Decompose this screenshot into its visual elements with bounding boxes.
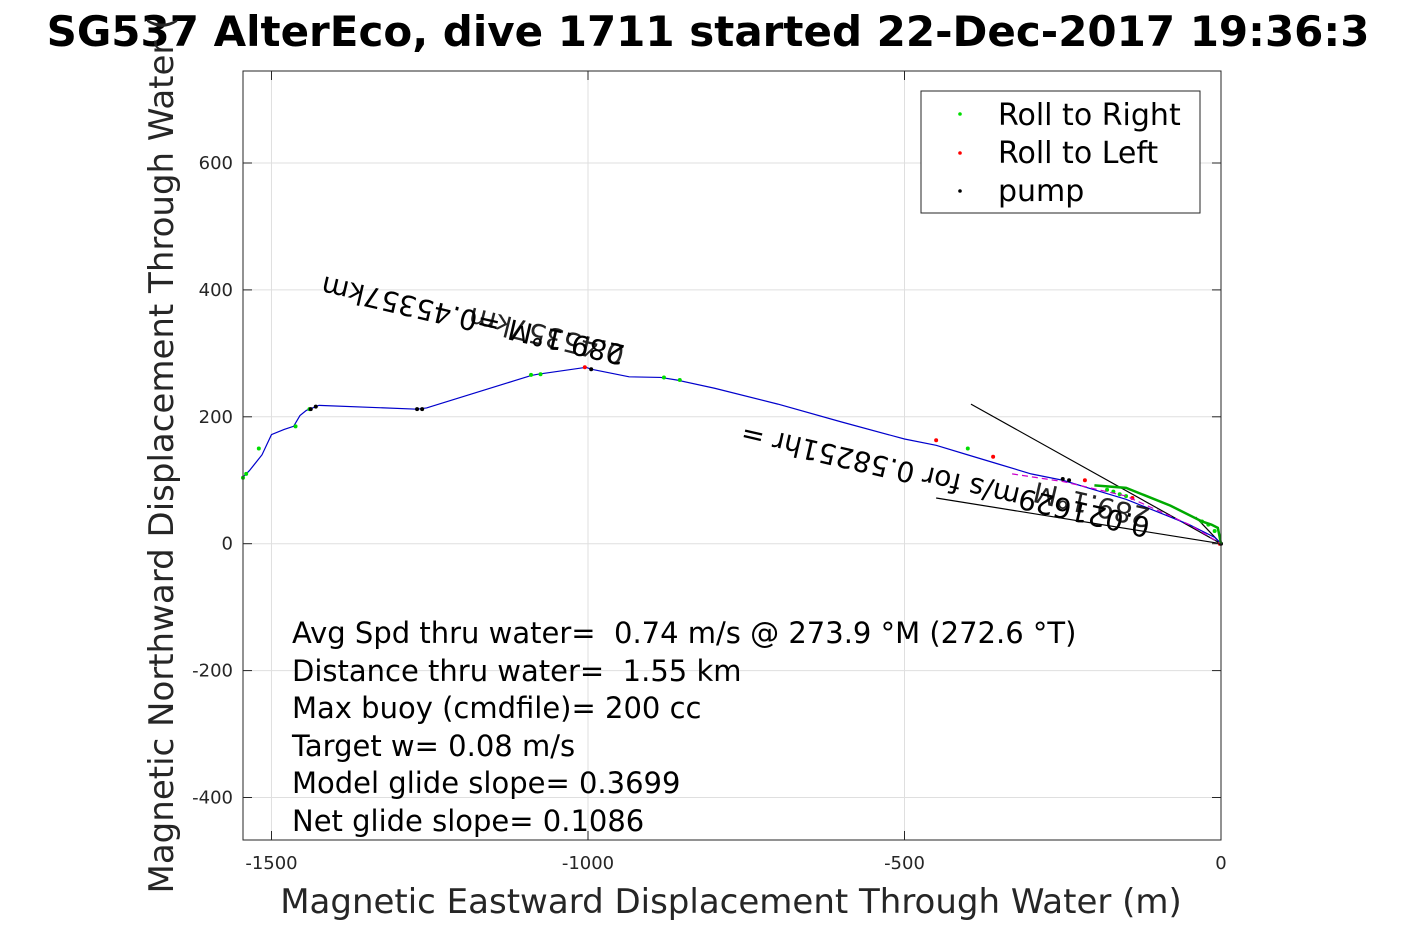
pump-point [1060,476,1065,481]
y-tick-label: -200 [192,661,233,682]
annotation-model-glide: Model glide slope= 0.3699 [292,766,680,800]
roll-to-right-point [661,375,666,380]
annotation-distance: Distance thru water= 1.55 km [292,654,742,688]
roll-to-right-point [538,372,543,377]
annotation-net-glide: Net glide slope= 0.1086 [292,804,644,838]
x-tick-label: -1000 [562,853,614,874]
legend-marker-roll-left [958,151,962,155]
x-tick-label: 0 [1215,853,1226,874]
legend-label-pump: pump [998,174,1084,209]
roll-to-right-point [677,377,682,382]
legend-box [920,90,1201,214]
roll-to-right-point [1105,487,1110,492]
annotation-block: Avg Spd thru water= 0.74 m/s @ 273.9 °M … [291,616,1076,838]
legend-marker-roll-right [958,112,962,116]
roll-to-right-point [965,446,970,451]
roll-to-left-point [582,365,587,370]
y-tick-label: 600 [199,153,233,174]
annotation-avg-speed: Avg Spd thru water= 0.74 m/s @ 273.9 °M … [292,616,1076,650]
pump-point [589,367,594,372]
roll-to-left-point [991,454,996,459]
roll-to-right-point [1124,494,1129,499]
y-tick-label: 0 [222,534,233,555]
pump-point [1067,478,1072,483]
pump-point [313,404,318,409]
roll-to-right-point [244,471,249,476]
ticks: -1500 -1000 -500 0 -400 -200 0 200 400 600 [192,71,1227,874]
pump-point [420,407,425,412]
roll-to-right-point [293,424,298,429]
y-axis-label: Magnetic Northward Displacement Through … [142,17,182,894]
chart-title: SG537 AlterEco, dive 1711 started 22-Dec… [47,7,1370,56]
y-tick-label: 400 [199,280,233,301]
guide-line [936,497,1222,545]
legend-label-roll-left: Roll to Left [998,136,1158,171]
roll-to-right-point [256,446,261,451]
current-line [1012,473,1222,545]
roll-to-left-point [934,438,939,443]
y-tick-label: -400 [192,787,233,808]
pump-point [308,407,313,412]
annotation-target-w: Target w= 0.08 m/s [291,729,575,763]
x-tick-label: -500 [884,853,925,874]
roll-to-right-point [1212,529,1217,534]
plot-frame [242,70,1222,841]
x-tick-label: -1500 [245,853,297,874]
surface-drift-line [1094,484,1223,544]
roll-to-right-point [529,372,534,377]
track-line [242,366,1222,545]
roll-to-left-point [1082,478,1087,483]
legend: Roll to Right Roll to Left pump [920,90,1201,214]
pump-point [415,407,420,412]
legend-label-roll-right: Roll to Right [998,98,1181,133]
legend-marker-pump [958,189,962,193]
x-axis-label: Magnetic Eastward Displacement Through W… [280,882,1182,922]
series-group [241,365,1223,546]
y-tick-label: 200 [199,407,233,428]
annotation-max-buoy: Max buoy (cmdfile)= 200 cc [292,691,701,725]
